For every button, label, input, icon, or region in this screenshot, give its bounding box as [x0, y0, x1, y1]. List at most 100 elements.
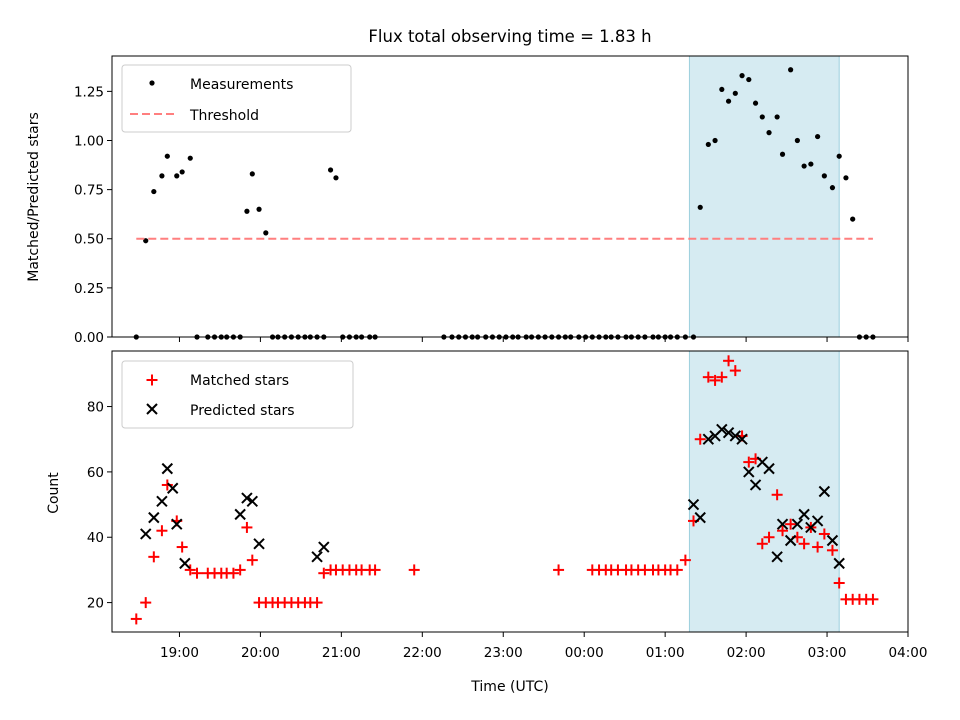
matched-stars-point	[818, 528, 830, 540]
measurement-point	[774, 114, 780, 120]
measurement-point	[705, 141, 711, 148]
y-tick-label: 20	[87, 596, 104, 612]
measurement-point	[801, 163, 807, 169]
predicted-stars-point	[798, 508, 810, 521]
predicted-stars-point	[791, 518, 804, 530]
matched-stars-point	[318, 567, 330, 579]
predicted-stars-point	[179, 557, 191, 570]
measurement-point	[766, 130, 772, 136]
bottom-y-axis-label: Count	[46, 472, 62, 514]
measurement-point	[719, 86, 725, 93]
matched-stars-point	[777, 525, 789, 537]
bottom-marks	[130, 355, 879, 625]
predicted-stars-point	[148, 511, 160, 524]
measurement-point	[821, 173, 827, 179]
bottom-x-ticks: 19:00 20:00 21:00 22:00 23:00 00:00 01:00 02:00…	[160, 632, 927, 661]
predicted-stars-point	[234, 508, 246, 521]
matched-stars-point	[234, 564, 246, 576]
x-tick-label: 03:00	[808, 645, 847, 661]
predicted-stars-point	[311, 551, 323, 563]
measurement-point	[249, 171, 255, 177]
measurement-point	[808, 161, 814, 167]
matched-stars-point	[161, 479, 173, 491]
predicted-stars-point	[161, 462, 174, 475]
x-tick-label: 00:00	[565, 645, 604, 661]
predicted-stars-point	[749, 479, 762, 491]
predicted-stars-point	[776, 518, 789, 530]
measurement-point	[159, 173, 165, 179]
measurement-point	[263, 230, 269, 236]
predicted-stars-point	[833, 557, 845, 570]
y-tick-label: 60	[87, 465, 104, 481]
legend-matched-marker	[146, 374, 158, 386]
predicted-stars-point	[818, 485, 831, 498]
matched-stars-point	[156, 525, 168, 537]
matched-stars-point	[771, 489, 783, 501]
measurement-point	[333, 175, 339, 181]
measurement-point	[794, 137, 800, 144]
predicted-stars-point	[156, 495, 168, 508]
bottom-y-ticks: 20 40 60 80	[87, 400, 112, 612]
predicted-stars-point	[140, 528, 152, 540]
x-tick-label: 21:00	[322, 645, 361, 661]
bottom-highlight-span	[688, 350, 840, 633]
x-tick-label: 02:00	[727, 645, 766, 661]
matched-stars-point	[408, 564, 420, 576]
y-tick-label: 1.00	[74, 133, 104, 149]
y-tick-label: 1.25	[74, 84, 104, 100]
predicted-stars-point	[716, 423, 728, 436]
matched-stars-point	[763, 531, 775, 543]
legend-matched-label: Matched stars	[190, 373, 289, 389]
matched-stars-point	[826, 544, 838, 556]
x-tick-label: 01:00	[646, 645, 685, 661]
matched-stars-point	[723, 355, 735, 367]
bottom-legend-frame	[121, 360, 354, 429]
top-x-ticks	[178, 337, 909, 342]
measurement-point	[151, 188, 157, 195]
matched-stars-point	[812, 541, 824, 553]
measurement-point	[187, 155, 193, 161]
matched-stars-point	[184, 564, 196, 576]
predicted-stars-point	[246, 495, 259, 508]
predicted-stars-point	[702, 433, 715, 445]
measurement-point	[327, 167, 334, 173]
matched-stars-point	[702, 371, 714, 383]
x-tick-label: 20:00	[241, 645, 280, 661]
measurement-point	[732, 90, 738, 96]
measurement-point	[759, 114, 765, 120]
top-legend: Measurements Threshold	[121, 64, 352, 133]
bottom-panel: 20 40 60 80 19:00 20:00 21:00 22:00 23:00 00:00 0…	[46, 350, 927, 695]
matched-stars-point	[130, 613, 142, 625]
measurement-point	[697, 204, 703, 210]
measurement-point	[829, 185, 836, 191]
top-highlight-span	[688, 55, 840, 338]
measurement-point	[244, 208, 250, 214]
matched-stars-point	[311, 597, 323, 609]
predicted-stars-point	[171, 518, 183, 530]
y-tick-label: 0.25	[74, 281, 104, 297]
legend-predicted-label: Predicted stars	[190, 403, 295, 419]
measurement-point	[843, 175, 849, 181]
measurement-point	[712, 137, 718, 144]
top-y-axis-label: Matched/Predicted stars	[26, 112, 42, 282]
measurement-point	[143, 238, 149, 244]
measurement-point	[836, 153, 842, 159]
top-legend-frame	[121, 64, 352, 133]
matched-stars-point	[867, 593, 879, 605]
measurement-point	[746, 76, 752, 83]
matched-stars-point	[241, 521, 253, 533]
x-tick-label: 22:00	[403, 645, 442, 661]
predicted-stars-point	[729, 430, 742, 442]
x-tick-label: 19:00	[160, 645, 199, 661]
matched-stars-point	[716, 371, 728, 383]
matched-stars-point	[671, 564, 683, 576]
measurement-point	[164, 153, 170, 159]
y-tick-label: 80	[87, 400, 104, 416]
y-tick-label: 0.00	[74, 330, 104, 346]
matched-stars-point	[369, 564, 381, 576]
top-axes-frame	[111, 55, 909, 338]
predicted-stars-point	[736, 433, 748, 445]
measurement-point	[788, 67, 794, 73]
legend-threshold-label: Threshold	[189, 108, 259, 124]
